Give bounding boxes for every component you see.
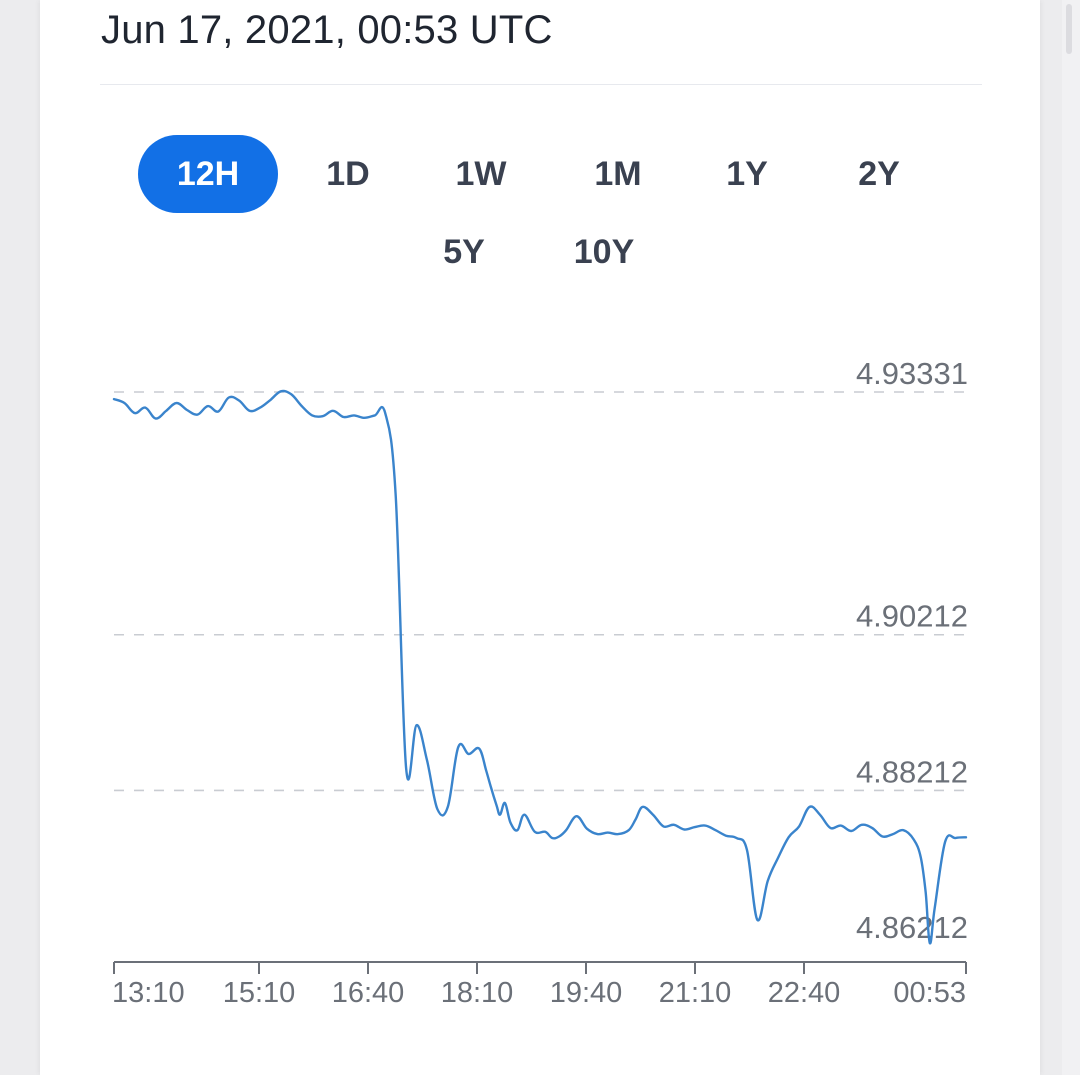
y-tick-label: 4.86212	[856, 910, 968, 945]
range-button-1d[interactable]: 1D	[326, 155, 370, 193]
x-tick-label: 22:40	[768, 977, 841, 1009]
x-axis	[113, 961, 967, 974]
y-tick-label: 4.93331	[856, 356, 968, 391]
range-button-12h[interactable]: 12H	[138, 135, 278, 213]
range-button-1m[interactable]: 1M	[594, 155, 642, 193]
x-tick-labels: 13:10 15:10 16:40 18:10 19:40 21:10 22:40 00:53	[112, 977, 966, 1009]
range-button-5y[interactable]: 5Y	[443, 233, 485, 271]
x-tick-label: 16:40	[332, 977, 405, 1009]
series-line-price	[112, 389, 968, 945]
range-button-1y[interactable]: 1Y	[726, 155, 768, 193]
timestamp-title: Jun 17, 2021, 00:53 UTC	[101, 8, 553, 52]
range-button-2y[interactable]: 2Y	[858, 155, 900, 193]
x-tick-label: 21:10	[659, 977, 732, 1009]
x-tick-label: 00:53	[893, 977, 966, 1009]
header-divider	[100, 84, 982, 85]
x-tick-label: 19:40	[550, 977, 623, 1009]
x-tick-label: 13:10	[112, 977, 185, 1009]
page-edge	[1062, 0, 1080, 1075]
range-button-1w[interactable]: 1W	[455, 155, 507, 193]
grid-lines	[114, 391, 966, 792]
y-tick-label: 4.88212	[856, 754, 968, 789]
range-button-10y[interactable]: 10Y	[573, 233, 635, 271]
scrollbar-thumb[interactable]	[1066, 4, 1072, 54]
x-tick-label: 18:10	[441, 977, 514, 1009]
y-tick-labels: 4.93331 4.90212 4.88212 4.86212	[856, 356, 968, 945]
x-tick-label: 15:10	[223, 977, 296, 1009]
y-tick-label: 4.90212	[856, 599, 968, 634]
